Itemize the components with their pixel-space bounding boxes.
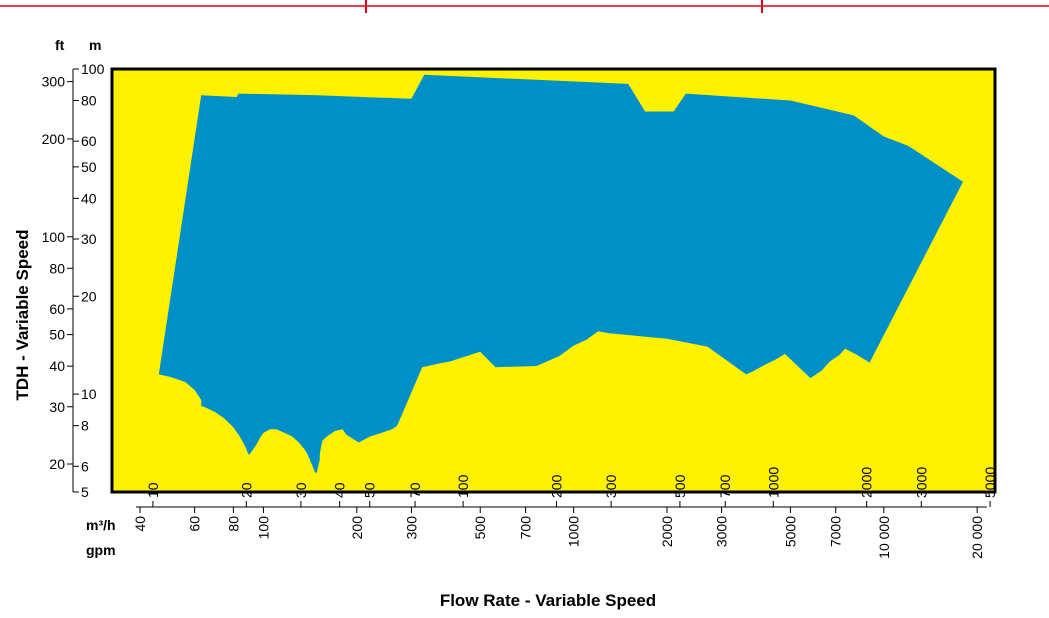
x-tick-label-m3h: 700 bbox=[717, 474, 733, 498]
y-tick-label-ft: 60 bbox=[49, 301, 65, 317]
x-tick-label-gpm: 3000 bbox=[714, 516, 730, 547]
x-tick-label-m3h: 5000 bbox=[982, 467, 998, 498]
y-tick-label-m: 10 bbox=[81, 386, 97, 402]
x-tick-label-m3h: 200 bbox=[548, 474, 564, 498]
y-tick-label-m: 50 bbox=[81, 159, 97, 175]
x-tick-label-m3h: 1000 bbox=[765, 467, 781, 498]
x-tick-label-gpm: 200 bbox=[349, 516, 365, 540]
x-tick-label-gpm: 700 bbox=[518, 516, 534, 540]
y-tick-label-ft: 300 bbox=[42, 74, 66, 90]
y-tick-label-ft: 20 bbox=[49, 456, 65, 472]
y-tick-label-ft: 30 bbox=[49, 399, 65, 415]
y-axis-title: TDH - Variable Speed bbox=[13, 230, 32, 401]
x-tick-label-m3h: 2000 bbox=[859, 467, 875, 498]
y-tick-label-ft: 40 bbox=[49, 358, 65, 374]
y-tick-label-m: 40 bbox=[81, 190, 97, 206]
x-unit-m3h: m³/h bbox=[86, 517, 116, 533]
x-tick-label-gpm: 2000 bbox=[659, 516, 675, 547]
header-rule bbox=[0, 0, 1049, 13]
x-tick-label-gpm: 80 bbox=[225, 516, 241, 532]
x-tick-label-gpm: 100 bbox=[255, 516, 271, 540]
x-tick-label-m3h: 500 bbox=[672, 474, 688, 498]
y-tick-label-ft: 80 bbox=[49, 260, 65, 276]
y-tick-label-m: 80 bbox=[81, 93, 97, 109]
x-axis: 10 20 30 40 50 70 100 200 300 500 700 1000 2000 3000 5… bbox=[132, 467, 998, 559]
x-tick-label-m3h: 3000 bbox=[913, 467, 929, 498]
y-unit-m: m bbox=[89, 37, 101, 53]
x-tick-label-gpm: 60 bbox=[187, 516, 203, 532]
y-tick-label-m: 30 bbox=[81, 231, 97, 247]
x-tick-label-gpm: 5000 bbox=[782, 516, 798, 547]
x-tick-label-m3h: 20 bbox=[238, 482, 254, 498]
x-axis-title: Flow Rate - Variable Speed bbox=[440, 591, 656, 610]
x-tick-label-gpm: 40 bbox=[132, 516, 148, 532]
x-tick-label-m3h: 10 bbox=[145, 482, 161, 498]
x-tick-label-m3h: 300 bbox=[603, 474, 619, 498]
x-tick-label-m3h: 30 bbox=[293, 482, 309, 498]
x-tick-label-m3h: 40 bbox=[332, 482, 348, 498]
x-tick-label-gpm: 300 bbox=[403, 516, 419, 540]
x-tick-label-gpm: 1000 bbox=[566, 516, 582, 547]
x-tick-label-gpm: 7000 bbox=[828, 516, 844, 547]
y-axis: 100 80 60 50 40 30 20 10 8 6 5 300 200 100 80 60 50 40 30 2… bbox=[42, 61, 105, 500]
y-unit-ft: ft bbox=[55, 37, 65, 53]
y-tick-label-m: 100 bbox=[81, 61, 105, 77]
y-tick-label-m: 8 bbox=[81, 418, 89, 434]
x-tick-label-gpm: 10 000 bbox=[876, 516, 892, 559]
y-tick-label-m: 60 bbox=[81, 133, 97, 149]
y-tick-label-m: 20 bbox=[81, 288, 97, 304]
x-tick-label-m3h: 100 bbox=[455, 474, 471, 498]
x-tick-label-gpm: 20 000 bbox=[969, 516, 985, 559]
coverage-envelope bbox=[158, 74, 964, 474]
x-tick-label-m3h: 70 bbox=[407, 482, 423, 498]
y-tick-label-ft: 100 bbox=[42, 229, 66, 245]
y-tick-label-ft: 200 bbox=[42, 131, 66, 147]
x-tick-label-m3h: 50 bbox=[362, 482, 378, 498]
y-tick-label-m: 6 bbox=[81, 458, 89, 474]
y-tick-label-ft: 50 bbox=[49, 327, 65, 343]
x-unit-gpm: gpm bbox=[86, 542, 116, 558]
y-tick-label-m: 5 bbox=[81, 484, 89, 500]
x-tick-label-gpm: 500 bbox=[472, 516, 488, 540]
plot-border bbox=[110, 67, 997, 494]
